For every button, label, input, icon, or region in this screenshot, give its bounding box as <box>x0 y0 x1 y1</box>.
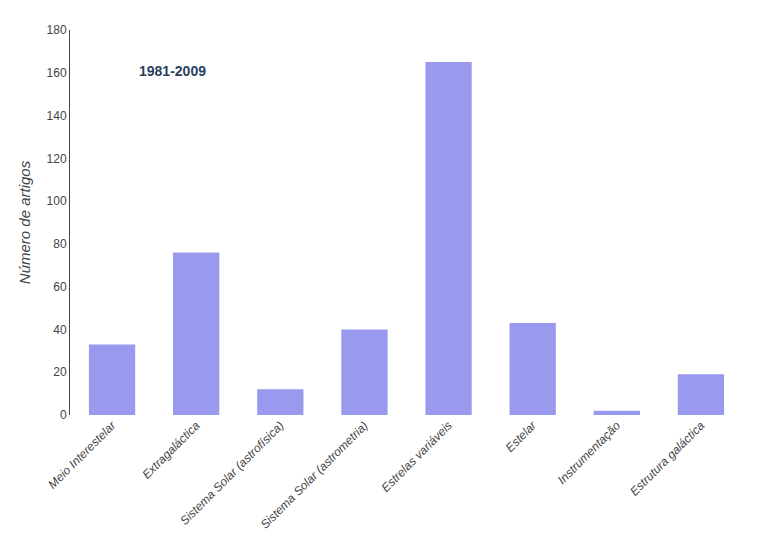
svg-text:Instrumentação: Instrumentação <box>555 418 624 487</box>
svg-text:Sistema Solar (astrometria): Sistema Solar (astrometria) <box>258 418 371 531</box>
svg-text:120: 120 <box>47 152 67 166</box>
svg-text:20: 20 <box>53 365 67 379</box>
svg-text:Extragaláctica: Extragaláctica <box>139 418 202 481</box>
svg-text:0: 0 <box>60 408 67 422</box>
svg-text:Número de artigos: Número de artigos <box>16 160 33 284</box>
svg-text:Estrutura galáctica: Estrutura galáctica <box>627 418 707 498</box>
svg-text:40: 40 <box>53 323 67 337</box>
svg-text:1981-2009: 1981-2009 <box>139 63 206 79</box>
svg-text:180: 180 <box>47 23 67 37</box>
svg-text:160: 160 <box>47 66 67 80</box>
svg-text:60: 60 <box>53 280 67 294</box>
svg-text:Estelar: Estelar <box>503 418 540 455</box>
svg-text:140: 140 <box>47 109 67 123</box>
svg-text:Estrelas variáveis: Estrelas variáveis <box>379 418 455 494</box>
svg-text:Meio Interestelar: Meio Interestelar <box>45 418 119 492</box>
svg-text:Sistema Solar (astrofísica): Sistema Solar (astrofísica) <box>177 418 286 527</box>
svg-text:80: 80 <box>53 237 67 251</box>
svg-text:100: 100 <box>47 194 67 208</box>
